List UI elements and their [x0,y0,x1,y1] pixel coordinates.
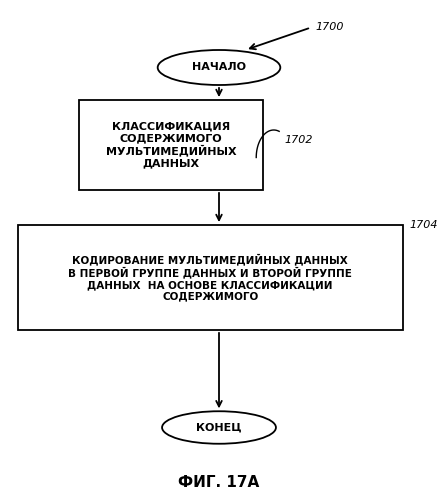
Text: 1700: 1700 [315,22,344,32]
Text: 1702: 1702 [285,135,313,145]
FancyBboxPatch shape [18,225,403,330]
Text: ФИГ. 17А: ФИГ. 17А [178,475,260,490]
Text: КЛАССИФИКАЦИЯ
СОДЕРЖИМОГО
МУЛЬТИМЕДИЙНЫХ
ДАННЫХ: КЛАССИФИКАЦИЯ СОДЕРЖИМОГО МУЛЬТИМЕДИЙНЫХ… [106,122,236,168]
FancyBboxPatch shape [79,100,263,190]
Text: КОНЕЦ: КОНЕЦ [196,422,242,432]
Text: 1704: 1704 [410,220,438,230]
Text: КОДИРОВАНИЕ МУЛЬТИМЕДИЙНЫХ ДАННЫХ
В ПЕРВОЙ ГРУППЕ ДАННЫХ И ВТОРОЙ ГРУППЕ
ДАННЫХ : КОДИРОВАНИЕ МУЛЬТИМЕДИЙНЫХ ДАННЫХ В ПЕРВ… [68,253,352,302]
Text: НАЧАЛО: НАЧАЛО [192,62,246,72]
